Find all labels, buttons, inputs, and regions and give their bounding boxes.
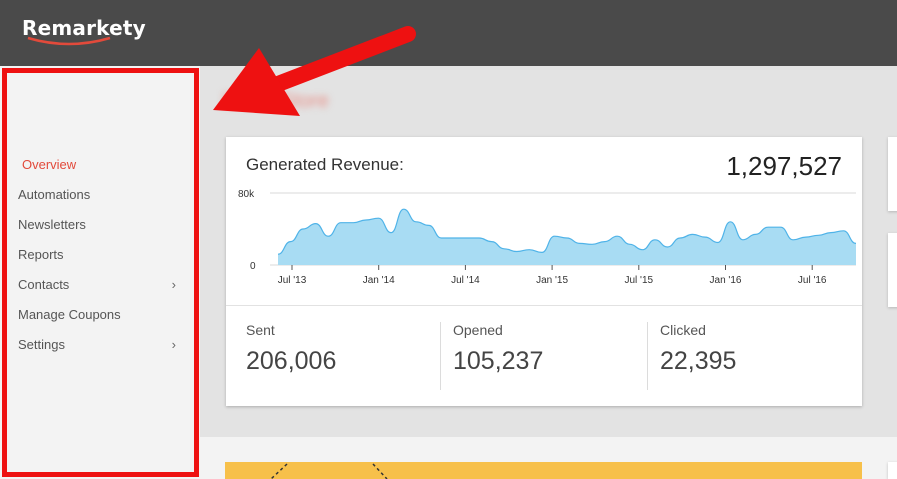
stat-separator	[440, 322, 441, 390]
y-tick-label: 0	[250, 261, 256, 272]
sidebar-item-label: Automations	[18, 186, 91, 202]
chevron-right-icon[interactable]: ›	[171, 276, 176, 292]
sidebar-item-settings[interactable]: Settings ›	[18, 333, 178, 355]
x-tick-label: Jul '15	[625, 275, 654, 286]
stat-clicked-value: 22,395	[660, 347, 737, 375]
sidebar: Overview Automations Newsletters Reports Con…	[0, 66, 200, 479]
sidebar-item-overview[interactable]: Overview	[22, 153, 182, 175]
stat-sent-label: Sent	[246, 322, 275, 338]
side-card	[888, 137, 897, 211]
chevron-right-icon[interactable]: ›	[171, 336, 176, 352]
sidebar-item-label: Overview	[22, 156, 77, 172]
revenue-label: Generated Revenue:	[246, 155, 404, 174]
stat-sent: Sent 206,006	[246, 322, 336, 390]
stat-clicked-label: Clicked	[660, 322, 706, 338]
sidebar-item-manage-coupons[interactable]: Manage Coupons	[18, 303, 178, 325]
sidebar-item-label: Contacts	[18, 276, 70, 292]
revenue-line	[277, 208, 857, 255]
store-title: Demo Store	[222, 90, 329, 112]
stat-separator	[647, 322, 648, 390]
stat-opened-value: 105,237	[453, 347, 544, 375]
x-tick-label: Jan '15	[536, 275, 568, 286]
x-tick-label: Jul '13	[278, 275, 307, 286]
sidebar-item-label: Settings	[18, 336, 65, 352]
stat-sent-value: 206,006	[246, 347, 337, 375]
side-card	[888, 233, 897, 307]
remarkety-logo[interactable]: Remarkety	[22, 16, 146, 40]
x-tick-label: Jan '16	[710, 275, 742, 286]
stat-clicked: Clicked 22,395	[660, 322, 736, 390]
revenue-card: Generated Revenue: 1,297,527 80k 0 Jul '13…	[226, 137, 862, 406]
revenue-chart: 80k 0 Jul '13 Jan '14 Jul '14 Jan '15 Jul '15 J…	[238, 189, 857, 286]
top-navigation-bar: Remarkety	[0, 0, 897, 66]
sidebar-item-label: Newsletters	[18, 216, 86, 232]
revenue-value: 1,297,527	[726, 151, 842, 181]
sidebar-item-label: Reports	[18, 246, 64, 262]
stat-opened-label: Opened	[453, 322, 503, 338]
x-tick-label: Jul '14	[451, 275, 480, 286]
revenue-area	[278, 209, 856, 265]
x-tick-label: Jan '14	[363, 275, 395, 286]
sidebar-item-reports[interactable]: Reports	[18, 243, 178, 265]
sidebar-item-contacts[interactable]: Contacts ›	[18, 273, 178, 295]
logo-swoosh-icon	[27, 36, 111, 46]
side-card	[888, 462, 897, 479]
y-tick-label: 80k	[238, 189, 255, 200]
stat-opened: Opened 105,237	[453, 322, 543, 390]
x-tick-label: Jul '16	[798, 275, 827, 286]
promo-card-decoration	[270, 463, 388, 479]
promo-card	[225, 462, 862, 479]
sidebar-item-automations[interactable]: Automations	[18, 183, 178, 205]
sidebar-item-label: Manage Coupons	[18, 306, 121, 322]
sidebar-item-newsletters[interactable]: Newsletters	[18, 213, 178, 235]
card-divider	[226, 305, 862, 306]
